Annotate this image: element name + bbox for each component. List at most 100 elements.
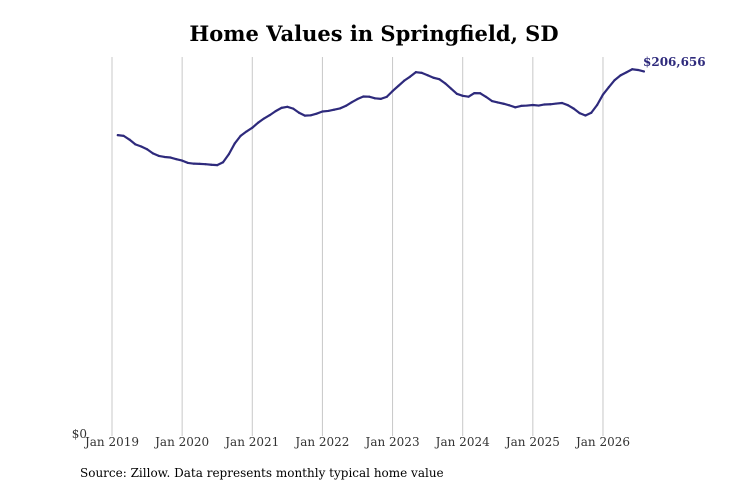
x-axis-tick-label: Jan 2020 (153, 435, 209, 449)
data-point (397, 84, 400, 87)
data-point (274, 110, 277, 113)
data-point (642, 70, 645, 73)
data-point (140, 145, 143, 148)
data-point (596, 103, 599, 107)
data-point (303, 114, 306, 117)
home-value-series-line (116, 68, 645, 167)
data-point (601, 93, 605, 96)
data-point (268, 114, 271, 117)
data-point (368, 95, 371, 98)
data-point (338, 107, 342, 110)
data-point (321, 110, 324, 113)
data-point (175, 158, 178, 161)
data-point (502, 102, 505, 105)
data-point (192, 162, 195, 165)
data-point (227, 153, 230, 156)
data-point (163, 155, 166, 159)
data-point (186, 161, 190, 165)
data-point (373, 97, 377, 100)
data-point (531, 103, 534, 107)
data-point (520, 104, 523, 108)
data-point (169, 156, 172, 159)
data-point (572, 107, 575, 110)
data-point (362, 95, 365, 98)
data-points (116, 68, 645, 167)
data-point (496, 101, 499, 104)
data-point (391, 90, 394, 93)
data-point (607, 86, 610, 89)
data-point (181, 159, 184, 162)
data-point (578, 112, 581, 115)
x-axis-tick-label: Jan 2021 (223, 435, 279, 449)
data-point (484, 95, 488, 98)
data-point (344, 104, 347, 108)
vertical-gridlines (111, 57, 604, 436)
data-point (204, 163, 207, 166)
data-point (257, 121, 260, 124)
data-point (128, 138, 131, 141)
data-point (333, 108, 336, 111)
data-point (543, 103, 546, 106)
data-point (292, 107, 295, 110)
data-point (122, 134, 125, 137)
data-point (584, 114, 587, 117)
data-point (613, 79, 616, 82)
data-point (145, 148, 149, 151)
data-point (251, 126, 254, 129)
data-point (420, 71, 423, 74)
data-point (438, 78, 441, 81)
data-point (221, 161, 225, 164)
data-point (297, 111, 301, 114)
x-axis-tick-label: Jan 2022 (293, 435, 349, 449)
data-point (467, 95, 470, 98)
source-note: Source: Zillow. Data represents monthly … (80, 466, 444, 480)
data-point (233, 142, 236, 145)
data-point (636, 68, 640, 72)
x-axis-tick-label: Jan 2026 (574, 435, 630, 449)
data-point (210, 163, 213, 166)
data-point (514, 106, 517, 109)
data-point (245, 130, 248, 133)
data-point (239, 134, 242, 137)
x-axis-tick-label: Jan 2019 (83, 435, 139, 449)
data-point (461, 94, 464, 97)
x-axis-tick-labels: Jan 2019 Jan 2020 Jan 2021 Jan 2022 Jan 2023… (83, 435, 630, 449)
data-point (116, 134, 119, 137)
data-point (566, 104, 570, 107)
data-point (262, 117, 266, 120)
data-point (403, 79, 406, 82)
data-point (537, 104, 540, 107)
data-point (151, 152, 155, 155)
data-point (414, 71, 418, 74)
data-point (508, 104, 511, 107)
data-point (525, 104, 529, 107)
data-point (280, 106, 283, 109)
x-axis-tick-label: Jan 2024 (434, 435, 490, 449)
data-point (560, 101, 564, 105)
x-axis-tick-label: Jan 2025 (504, 435, 560, 449)
chart-title: Home Values in Springfield, SD (189, 21, 558, 46)
data-point (350, 101, 353, 104)
data-point (315, 112, 318, 115)
data-point (157, 154, 160, 157)
data-point (409, 75, 412, 78)
data-point (631, 68, 634, 71)
data-point (555, 102, 558, 105)
data-point (590, 111, 593, 114)
data-point (356, 97, 359, 101)
data-point (286, 105, 289, 108)
data-point (549, 103, 552, 106)
data-point (444, 82, 447, 85)
data-point (455, 92, 458, 95)
data-point (625, 71, 628, 74)
data-point (432, 76, 435, 79)
data-point (385, 95, 388, 98)
data-point (473, 92, 476, 95)
data-point (379, 97, 382, 100)
data-point (327, 109, 330, 113)
last-value-label: $206,656 (643, 55, 706, 69)
y-axis-tick-label-zero: $0 (72, 427, 87, 441)
data-point (619, 74, 622, 77)
data-point (134, 143, 137, 146)
